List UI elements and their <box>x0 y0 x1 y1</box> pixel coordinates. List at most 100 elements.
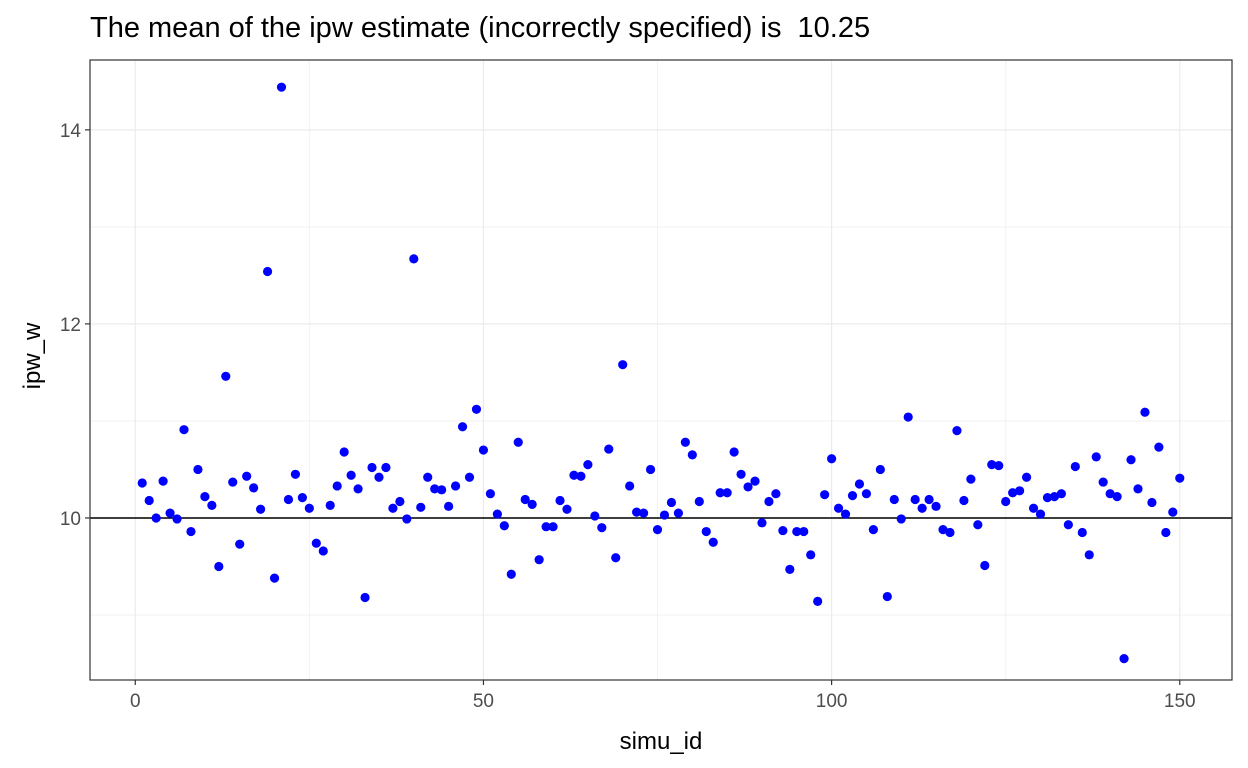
data-point <box>1154 442 1164 452</box>
data-point <box>736 469 746 479</box>
data-point <box>694 496 704 507</box>
data-point <box>402 514 412 524</box>
data-point <box>931 501 941 511</box>
data-point <box>583 460 593 470</box>
data-point <box>680 437 690 447</box>
data-point <box>193 464 203 475</box>
chart-title: The mean of the ipw estimate (incorrectl… <box>90 12 871 44</box>
data-point <box>820 490 830 500</box>
data-point <box>973 520 983 530</box>
data-point <box>1070 461 1080 472</box>
data-point <box>221 371 231 381</box>
data-point <box>172 514 182 524</box>
x-tick-label: 100 <box>816 691 848 712</box>
data-point <box>659 510 670 520</box>
data-point <box>792 526 802 537</box>
data-point <box>632 507 642 517</box>
data-point <box>464 472 475 482</box>
data-point <box>256 504 266 514</box>
data-point <box>597 523 607 533</box>
data-point <box>534 555 544 565</box>
data-point <box>861 489 872 499</box>
data-point <box>1028 503 1039 513</box>
data-point <box>297 492 307 503</box>
data-point <box>987 460 997 470</box>
data-point <box>360 592 370 603</box>
data-point <box>889 494 899 505</box>
data-point <box>186 526 196 537</box>
data-point <box>847 491 858 501</box>
data-point <box>854 479 865 489</box>
data-point <box>290 469 301 479</box>
data-point <box>242 471 252 481</box>
data-points <box>137 82 1185 664</box>
data-point <box>576 471 586 481</box>
data-point <box>276 82 287 92</box>
data-point <box>1035 509 1046 519</box>
grid-lines <box>90 60 1232 680</box>
data-point <box>353 484 363 494</box>
x-tick-label: 150 <box>1164 691 1196 712</box>
data-point <box>430 484 440 494</box>
data-point <box>799 526 809 537</box>
data-point <box>1140 407 1150 417</box>
data-point <box>318 546 328 556</box>
data-point <box>645 464 656 475</box>
data-point <box>423 472 433 482</box>
data-point <box>750 476 760 486</box>
data-point <box>137 478 147 488</box>
data-point <box>437 485 447 495</box>
data-point <box>959 495 969 506</box>
data-point <box>555 495 565 506</box>
data-point <box>179 425 189 435</box>
data-point <box>611 553 621 563</box>
data-point <box>499 521 509 531</box>
data-point <box>875 464 885 475</box>
data-point <box>1112 492 1122 502</box>
data-point <box>938 525 948 535</box>
data-point <box>471 404 482 414</box>
data-point <box>228 477 238 487</box>
data-point <box>207 500 217 510</box>
data-point <box>1168 507 1178 517</box>
data-point <box>492 509 502 519</box>
data-point <box>450 481 461 491</box>
data-point <box>903 412 913 422</box>
data-point <box>569 470 579 480</box>
data-point <box>457 422 468 432</box>
data-point <box>444 501 454 511</box>
data-point <box>771 489 781 499</box>
data-point <box>966 474 976 484</box>
data-point <box>604 444 614 454</box>
x-tick-label: 50 <box>473 691 494 712</box>
data-point <box>269 573 280 583</box>
y-tick-label: 14 <box>60 121 82 142</box>
data-point <box>1084 550 1094 560</box>
data-point <box>506 569 516 579</box>
data-point <box>304 503 314 513</box>
data-point <box>882 591 892 602</box>
data-point <box>618 360 628 370</box>
data-point <box>952 426 962 436</box>
data-point <box>1001 496 1011 507</box>
data-point <box>743 482 753 492</box>
data-point <box>778 525 788 536</box>
data-point <box>994 460 1004 471</box>
data-point <box>924 494 934 505</box>
data-point <box>757 518 767 528</box>
data-point <box>548 522 558 532</box>
data-point <box>980 560 990 571</box>
data-point <box>917 503 927 513</box>
data-point <box>625 481 635 491</box>
data-point <box>1015 486 1025 496</box>
panel-border <box>89 59 1233 681</box>
data-point <box>806 550 816 560</box>
data-point <box>416 502 426 512</box>
data-point <box>262 266 273 277</box>
data-point <box>910 494 920 505</box>
data-point <box>311 538 321 548</box>
data-point <box>346 470 356 480</box>
data-point <box>1008 488 1018 498</box>
axis-ticks: 0 50 100 150 10 12 14 <box>60 121 1196 712</box>
